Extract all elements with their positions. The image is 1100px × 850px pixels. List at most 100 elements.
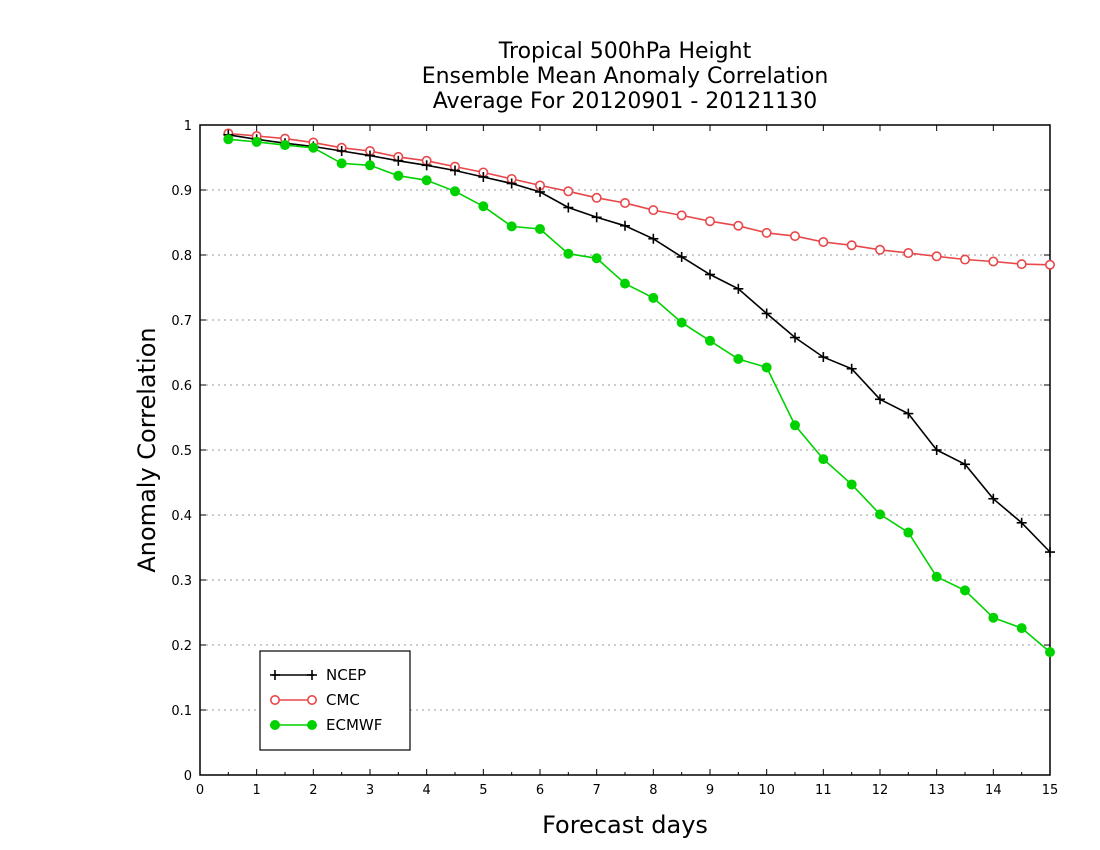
y-axis-label: Anomaly Correlation: [133, 327, 161, 572]
chart-title-line-3: Average For 20120901 - 20121130: [433, 89, 818, 114]
data-point-ncep: [450, 165, 460, 176]
data-point-cmc: [591, 192, 602, 203]
data-point-ncep: [1045, 547, 1055, 558]
data-point-ncep: [506, 178, 517, 189]
legend-marker: [270, 720, 280, 730]
data-point-cmc: [874, 244, 885, 255]
data-point-ncep: [336, 146, 347, 156]
series-line-ncep: [228, 134, 1051, 553]
data-point-ecmwf: [733, 354, 744, 364]
data-point-cmc: [931, 251, 942, 262]
x-tick-label: 6: [536, 783, 544, 798]
data-point-ecmwf: [478, 201, 489, 212]
data-point-cmc: [846, 240, 857, 251]
data-point-ecmwf: [251, 136, 262, 147]
y-tick-label: 0.2: [171, 639, 192, 654]
data-point-ncep: [846, 363, 857, 374]
series: [223, 128, 1056, 658]
data-point-ecmwf: [620, 278, 630, 289]
series-ecmwf: [223, 134, 1055, 658]
legend-item-cmc: CMC: [269, 691, 360, 709]
data-point-ecmwf: [790, 420, 800, 431]
y-tick-label: 1: [184, 119, 192, 134]
data-point-ecmwf: [450, 186, 460, 197]
legend-label: NCEP: [326, 666, 366, 684]
data-point-ecmwf: [365, 160, 375, 171]
legend-item-ecmwf: ECMWF: [270, 716, 382, 734]
y-tick-label: 0.4: [171, 509, 192, 524]
x-axis-label: Forecast days: [542, 811, 708, 839]
data-point-ncep: [733, 283, 744, 294]
data-point-cmc: [903, 248, 914, 259]
data-point-cmc: [1016, 259, 1027, 270]
data-point-cmc: [619, 198, 630, 209]
y-tick-label: 0.9: [171, 184, 192, 199]
legend-label: CMC: [326, 691, 360, 709]
data-point-ecmwf: [336, 158, 347, 169]
x-tick-label: 2: [309, 783, 317, 798]
data-point-ncep: [421, 160, 432, 171]
data-point-ncep: [478, 172, 489, 182]
data-point-ncep: [393, 155, 404, 166]
data-point-cmc: [1045, 259, 1056, 270]
data-point-ecmwf: [903, 527, 914, 538]
chart-title-line-2: Ensemble Mean Anomaly Correlation: [422, 64, 829, 89]
data-point-ncep: [960, 459, 970, 470]
data-point-ecmwf: [988, 612, 999, 623]
data-point-ncep: [790, 332, 800, 343]
data-point-ecmwf: [1045, 647, 1055, 658]
y-tick-label: 0.1: [171, 704, 192, 719]
data-point-ncep: [988, 493, 999, 504]
data-point-ecmwf: [506, 221, 517, 232]
data-point-cmc: [676, 210, 687, 221]
data-point-ecmwf: [676, 317, 687, 328]
data-point-ecmwf: [591, 253, 602, 264]
series-ncep: [223, 129, 1055, 558]
x-axis: 0 1 2 3 4 5 6 7 8 9 10 11 12 13 14 15: [196, 125, 1058, 798]
data-point-ncep: [931, 445, 942, 455]
data-point-ncep: [591, 212, 602, 223]
data-point-ncep: [1016, 517, 1027, 528]
data-point-cmc: [648, 205, 659, 216]
data-point-ecmwf: [705, 335, 715, 346]
y-tick-label: 0: [184, 769, 192, 784]
data-point-cmc: [988, 256, 999, 267]
data-point-cmc: [818, 237, 829, 248]
y-tick-label: 0.3: [171, 574, 192, 589]
data-point-ecmwf: [280, 140, 290, 151]
legend-marker: [270, 670, 280, 680]
data-point-ecmwf: [223, 134, 234, 145]
legend-marker: [306, 694, 317, 705]
data-point-ncep: [648, 233, 659, 244]
x-tick-label: 13: [928, 783, 945, 798]
data-point-ncep: [903, 408, 914, 419]
chart-title-line-1: Tropical 500hPa Height: [498, 39, 752, 64]
data-point-cmc: [704, 216, 715, 227]
x-tick-label: 3: [366, 783, 374, 798]
y-axis: 0 0.1 0.2 0.3 0.4 0.5 0.6 0.7 0.8 0.9 1: [171, 119, 1050, 784]
x-tick-label: 8: [649, 783, 657, 798]
x-tick-label: 4: [423, 783, 431, 798]
legend-item-ncep: NCEP: [270, 666, 366, 684]
legend-marker: [269, 694, 280, 705]
data-point-cmc: [959, 254, 970, 265]
grid: [200, 189, 1050, 711]
x-tick-label: 0: [196, 783, 204, 798]
y-tick-label: 0.8: [171, 249, 192, 264]
data-point-ncep: [761, 308, 772, 319]
data-point-ecmwf: [563, 248, 574, 259]
legend-marker: [307, 670, 317, 680]
data-point-ecmwf: [846, 479, 857, 490]
data-point-ecmwf: [931, 571, 942, 582]
series-cmc: [223, 128, 1056, 270]
data-point-ncep: [563, 202, 574, 213]
y-tick-label: 0.6: [171, 379, 192, 394]
data-point-ecmwf: [393, 170, 404, 181]
data-point-ecmwf: [761, 362, 772, 373]
data-point-ncep: [535, 186, 545, 197]
data-point-ecmwf: [648, 292, 659, 303]
data-point-cmc: [761, 227, 772, 238]
data-point-cmc: [733, 220, 744, 231]
data-point-ncep: [620, 220, 630, 231]
